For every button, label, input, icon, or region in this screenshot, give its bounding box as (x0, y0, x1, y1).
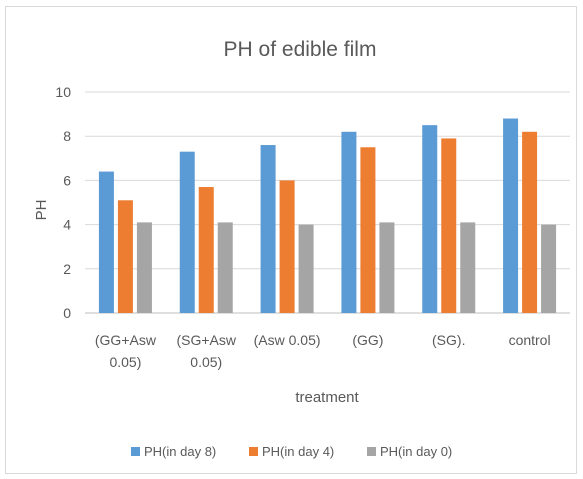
y-tick-label: 0 (63, 305, 71, 321)
bar (341, 131, 357, 313)
bar (117, 200, 133, 313)
bar (541, 224, 557, 313)
bar (279, 180, 295, 313)
x-axis-title: treatment (295, 389, 359, 406)
bar (198, 187, 214, 313)
bars (98, 118, 557, 314)
y-axis-title: PH (33, 200, 50, 221)
y-tick-label: 6 (63, 172, 71, 188)
y-tick-labels: 0 2 4 6 8 10 (55, 84, 71, 321)
y-tick-label: 4 (63, 217, 71, 233)
x-tick-label: (GG) (352, 332, 383, 348)
bar (422, 125, 438, 314)
x-tick-label: (SG). (432, 332, 465, 348)
bar (98, 171, 114, 313)
bar (379, 222, 395, 313)
y-tick-label: 10 (55, 84, 71, 100)
x-tick-labels: (GG+Asw 0.05) (SG+Asw 0.05) (Asw 0.05) (GG) (S… (95, 332, 551, 370)
bar (260, 145, 276, 313)
bar (217, 222, 233, 313)
bar (441, 138, 457, 313)
bar (503, 118, 519, 314)
chart-title: PH of edible film (224, 38, 377, 61)
bar (136, 222, 152, 313)
y-tick-label: 8 (63, 128, 71, 144)
bar (460, 222, 476, 313)
x-tick-label: (Asw 0.05) (254, 332, 321, 348)
x-tick-label: control (509, 332, 551, 348)
legend-swatch (249, 447, 258, 456)
legend-label: PH(in day 0) (380, 444, 452, 459)
gridlines (85, 91, 570, 314)
legend-swatch (131, 447, 140, 456)
bar (522, 131, 538, 313)
legend-label: PH(in day 8) (144, 444, 216, 459)
bar (179, 151, 195, 313)
bar (360, 147, 376, 313)
x-tick-label: (GG+Asw 0.05) (95, 332, 157, 370)
legend-label: PH(in day 4) (262, 444, 334, 459)
y-tick-label: 2 (63, 261, 71, 277)
bar (298, 224, 314, 313)
legend-swatch (367, 447, 376, 456)
x-tick-label: (SG+Asw 0.05) (176, 332, 236, 370)
legend: PH(in day 8) PH(in day 4) PH(in day 0) (131, 444, 452, 459)
